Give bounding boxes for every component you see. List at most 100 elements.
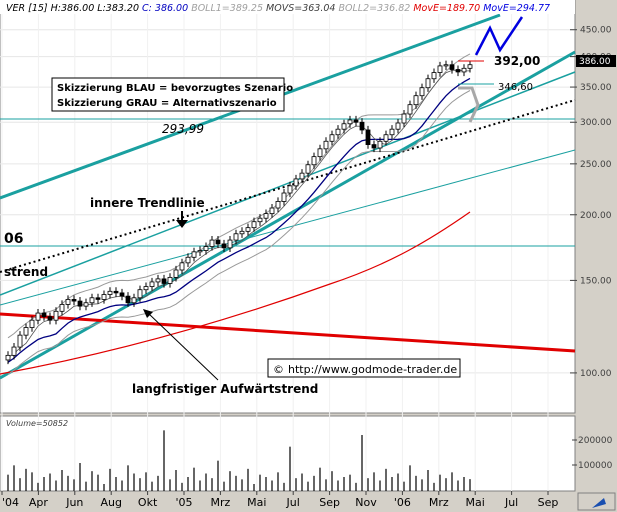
candle-body — [101, 294, 107, 300]
candle-body — [407, 104, 413, 115]
candle-body — [35, 312, 41, 321]
candle-body — [317, 148, 323, 158]
x-tick-label-13: Mai — [466, 496, 485, 509]
candle-body — [443, 64, 449, 67]
zoom-arrow-icon — [592, 498, 606, 508]
scenario-legend-box — [51, 77, 285, 112]
candle-body — [53, 310, 59, 321]
header-lo: L:383.20 — [97, 3, 139, 14]
candle-body — [23, 327, 29, 336]
y-tick-label-150: 150.00 — [580, 276, 612, 286]
last-price-label: 386.00 — [579, 57, 611, 67]
candle-body — [383, 134, 389, 142]
candle-body — [293, 178, 299, 187]
legend-grey-text: Skizzierung GRAU = Alternativszenario — [57, 98, 277, 109]
candle-body — [113, 290, 119, 294]
candle-body — [137, 289, 143, 299]
x-tick-label-10: Nov — [355, 496, 377, 509]
x-tick-label-3: Aug — [100, 496, 121, 509]
last-price-badge — [576, 55, 616, 67]
candle-body — [125, 295, 131, 304]
candle-body — [455, 69, 461, 73]
candle-body — [71, 299, 77, 302]
candle-body — [119, 292, 125, 297]
candlesticks — [5, 60, 473, 365]
candle-body — [371, 144, 377, 149]
x-tick-label-8: Jul — [286, 496, 300, 509]
partial-trend-label: strend — [4, 265, 48, 279]
x-tick-label-15: Sep — [538, 496, 559, 509]
candle-body — [275, 201, 281, 209]
zoom-corner-button[interactable] — [577, 492, 616, 511]
candle-body — [449, 64, 455, 70]
time-axis: '04 Apr Jun Aug Okt '05 Mrz Mai Jul Sep Nov '06 Mrz M… — [1, 491, 559, 509]
volume-label: Volume=50852 — [6, 419, 68, 428]
volume-tick-200000: 200000 — [578, 436, 613, 446]
candle-body — [299, 172, 305, 180]
long-uptrend-arrowhead — [143, 309, 153, 318]
candle-body — [413, 95, 419, 106]
candle-body — [41, 312, 47, 317]
header-movs: MOVS=363.04 — [266, 3, 335, 14]
move-rising-line — [0, 211, 471, 375]
x-tick-label-7: Mai — [247, 496, 266, 509]
candle-body — [59, 304, 65, 312]
candle-body — [239, 230, 245, 235]
copyright-text: http://www.godmode-trader.de — [288, 363, 457, 376]
candle-body — [257, 217, 263, 223]
x-tick-label-1: Apr — [29, 496, 49, 509]
candle-body — [215, 239, 221, 245]
candle-body — [377, 140, 383, 149]
price-plot-area[interactable] — [0, 0, 576, 414]
candle-body — [185, 256, 191, 264]
candle-body — [167, 276, 173, 284]
candle-body — [233, 233, 239, 241]
candle-body — [209, 239, 215, 247]
candle-body — [305, 164, 311, 174]
candle-body — [191, 251, 197, 258]
candle-body — [77, 300, 83, 307]
copyright-box — [267, 358, 461, 378]
header-close: C: 386.00 — [142, 3, 188, 14]
candle-body — [269, 207, 275, 215]
header-move2: MovE=294.77 — [483, 3, 550, 14]
candle-body — [329, 134, 335, 142]
bollinger-upper-line — [7, 53, 471, 339]
candle-body — [395, 122, 401, 130]
partial-year-label: 06 — [4, 231, 23, 247]
candle-body — [359, 121, 365, 131]
x-tick-label-5: '05 — [175, 496, 192, 509]
x-tick-label-4: Okt — [138, 496, 158, 509]
x-tick-label-2: Jun — [65, 496, 83, 509]
volume-bars — [7, 430, 471, 491]
candle-body — [353, 119, 359, 123]
header-hi: H:386.00 — [51, 3, 95, 14]
candle-body — [227, 239, 233, 249]
header-boll2: BOLL2=336.82 — [338, 3, 410, 14]
candle-body — [323, 140, 329, 150]
header-boll1: BOLL1=389.25 — [191, 3, 263, 14]
candle-body — [107, 290, 113, 295]
bollinger-lower-line — [7, 90, 471, 375]
candle-body — [65, 299, 71, 305]
candle-body — [29, 319, 35, 328]
candle-body — [467, 64, 473, 69]
move-long-line — [0, 312, 576, 353]
candle-body — [11, 346, 17, 356]
candle-body — [437, 65, 443, 73]
candle-body — [341, 123, 347, 130]
x-tick-label-0: '04 — [2, 496, 19, 509]
candle-body — [311, 156, 317, 166]
svg-text:VER [15] H:386.00 L:38: VER [15] H:386.00 L:383.20 C: 386.00 BOL… — [6, 3, 550, 14]
inner-trendline-label: innere Trendlinie — [90, 196, 205, 210]
x-tick-label-12: Mrz — [429, 496, 449, 509]
volume-plot-area[interactable] — [0, 415, 576, 492]
y-tick-label-450: 450.00 — [580, 26, 612, 36]
candle-body — [197, 250, 203, 253]
candle-body — [203, 246, 209, 251]
level-346-label: 346,60 — [498, 82, 533, 93]
candle-body — [251, 221, 257, 229]
candle-body — [221, 243, 227, 249]
long-uptrend-label: langfristiger Aufwärtstrend — [132, 382, 318, 396]
